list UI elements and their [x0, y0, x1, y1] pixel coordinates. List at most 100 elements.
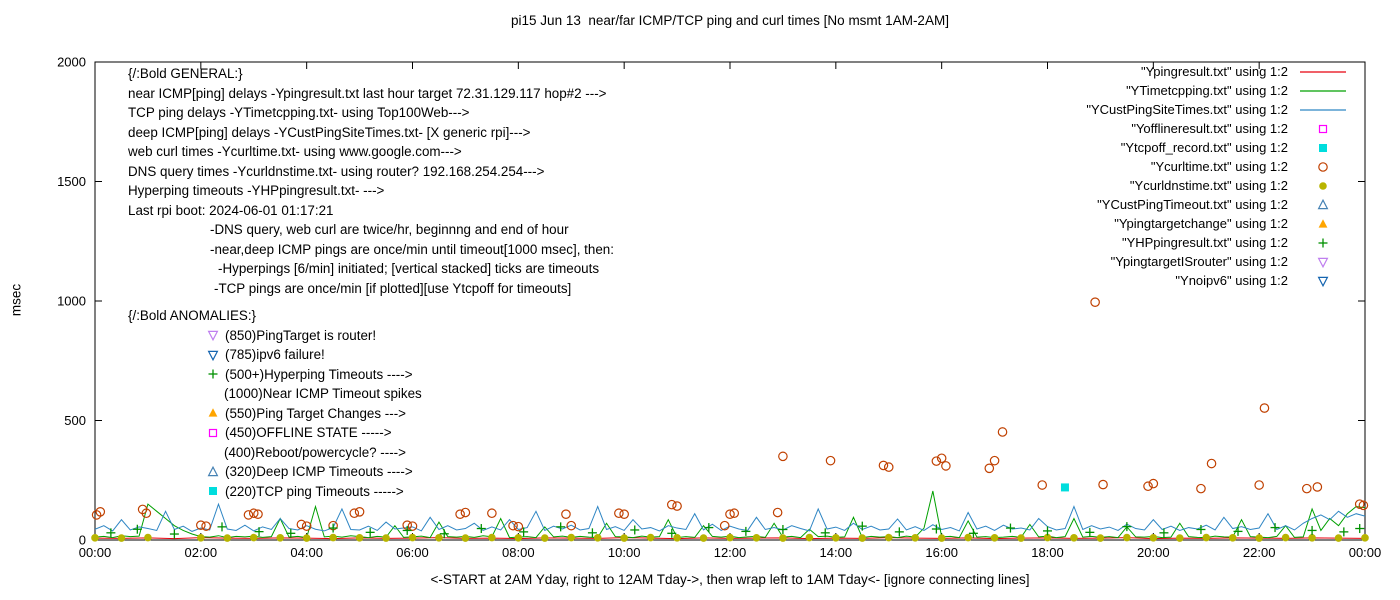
legend-line-sample	[1300, 70, 1346, 73]
annotation-text: {/:Bold ANOMALIES:}	[128, 308, 257, 324]
annotation-line: (850)PingTarget is router!	[128, 326, 422, 346]
y-tick-label: 1000	[57, 294, 86, 309]
legend-item-ycurldnstime: "Ycurldnstime.txt" using 1:2	[1086, 176, 1350, 195]
x-tick-label: 02:00	[185, 545, 218, 560]
annotation-line: {/:Bold ANOMALIES:}	[128, 306, 422, 326]
annotation-line: DNS query times -Ycurldnstime.txt- using…	[128, 162, 614, 182]
annotation-text: -Hyperpings [6/min] initiated; [vertical…	[218, 261, 600, 277]
legend-item-ynoipv6: "Ynoipv6" using 1:2	[1086, 271, 1350, 290]
legend-label: "YpingtargetISrouter" using 1:2	[1110, 254, 1288, 269]
legend-marker-sample	[1317, 198, 1329, 209]
annotation-line: (450)OFFLINE STATE ----->	[128, 423, 422, 443]
annotation-line: near ICMP[ping] delays -Ypingresult.txt …	[128, 84, 614, 104]
series-ycurltime	[91, 297, 1369, 532]
legend-item-ytimetcpping: "YTimetcpping.txt" using 1:2	[1086, 81, 1350, 100]
annotation-text: (785)ipv6 failure!	[225, 347, 325, 363]
legend-item-ypingtargetisrouter: "YpingtargetISrouter" using 1:2	[1086, 252, 1350, 271]
series-ytcpoff_record	[1060, 483, 1069, 492]
x-tick-label: 10:00	[608, 545, 641, 560]
plus-icon	[208, 369, 218, 379]
annotation-line: Last rpi boot: 2024-06-01 01:17:21	[128, 201, 614, 221]
x-tick-label: 14:00	[820, 545, 853, 560]
series-ycurldnstime	[91, 533, 1369, 542]
legend-line-sample	[1300, 89, 1346, 92]
y-tick-label: 500	[64, 413, 86, 428]
legend-label: "Ypingresult.txt" using 1:2	[1140, 64, 1288, 79]
annotation-text: deep ICMP[ping] delays -YCustPingSiteTim…	[128, 124, 531, 140]
annotation-line: (785)ipv6 failure!	[128, 345, 422, 365]
legend-marker-sample	[1317, 276, 1329, 287]
legend-item-ycustpingsitetimes: "YCustPingSiteTimes.txt" using 1:2	[1086, 100, 1350, 119]
annotation-text: (320)Deep ICMP Timeouts ---->	[225, 464, 413, 480]
annotation-line: (320)Deep ICMP Timeouts ---->	[128, 462, 422, 482]
annotation-text: DNS query times -Ycurldnstime.txt- using…	[128, 163, 545, 179]
x-tick-label: 16:00	[925, 545, 958, 560]
annotation-line: {/:Bold GENERAL:}	[128, 64, 614, 84]
annotation-text: (1000)Near ICMP Timeout spikes	[224, 386, 422, 402]
legend-marker-sample	[1318, 124, 1328, 133]
legend-label: "Ycurltime.txt" using 1:2	[1150, 159, 1288, 174]
legend-marker-sample	[1318, 161, 1328, 172]
x-tick-label: 18:00	[1031, 545, 1064, 560]
legend-item-ypingresult: "Ypingresult.txt" using 1:2	[1086, 62, 1350, 81]
annotation-line: deep ICMP[ping] delays -YCustPingSiteTim…	[128, 123, 614, 143]
annotation-line: (1000)Near ICMP Timeout spikes	[128, 384, 422, 404]
annotation-line: -DNS query, web curl are twice/hr, begin…	[128, 220, 614, 240]
legend-marker-sample	[1318, 238, 1328, 247]
legend-label: "YTimetcpping.txt" using 1:2	[1126, 83, 1288, 98]
annotation-text: (850)PingTarget is router!	[225, 327, 377, 343]
x-tick-label: 04:00	[290, 545, 323, 560]
annotation-text: -DNS query, web curl are twice/hr, begin…	[210, 222, 569, 238]
legend-label: "YCustPingTimeout.txt" using 1:2	[1097, 197, 1288, 212]
series-yhppingresult	[106, 521, 1365, 539]
annotation-text: (450)OFFLINE STATE ----->	[225, 425, 392, 441]
legend-item-ycustpingtimeout: "YCustPingTimeout.txt" using 1:2	[1086, 195, 1350, 214]
anomalies-annotations: {/:Bold ANOMALIES:} (850)PingTarget is ro…	[128, 306, 422, 501]
annotation-text: Hyperping timeouts -YHPpingresult.txt- -…	[128, 183, 385, 199]
legend: "Ypingresult.txt" using 1:2 "YTimetcpping…	[1086, 62, 1350, 290]
triangle-filled-icon	[208, 408, 218, 417]
annotation-line: -near,deep ICMP pings are once/min until…	[128, 240, 614, 260]
legend-label: "Yofflineresult.txt" using 1:2	[1131, 121, 1288, 136]
legend-item-ycurltime: "Ycurltime.txt" using 1:2	[1086, 157, 1350, 176]
annotation-text: {/:Bold GENERAL:}	[128, 66, 243, 82]
x-tick-label: 22:00	[1243, 545, 1276, 560]
legend-line-sample	[1300, 108, 1346, 111]
square-filled-icon	[209, 487, 217, 496]
annotation-line: (500+)Hyperping Timeouts ---->	[128, 365, 422, 385]
annotation-line: (220)TCP ping Timeouts ----->	[128, 482, 422, 502]
triangle-down-open-icon	[207, 331, 219, 342]
x-tick-label: 00:00	[1349, 545, 1382, 560]
series-ycustpingsitetimes	[94, 502, 1366, 532]
annotation-text: (220)TCP ping Timeouts ----->	[225, 483, 404, 499]
legend-marker-sample	[1319, 181, 1327, 190]
y-tick-label: 0	[79, 533, 86, 548]
annotation-line: TCP ping delays -YTimetcpping.txt- using…	[128, 103, 614, 123]
x-tick-label: 20:00	[1137, 545, 1170, 560]
legend-label: "Ytcpoff_record.txt" using 1:2	[1120, 140, 1288, 155]
legend-label: "Ynoipv6" using 1:2	[1175, 273, 1288, 288]
triangle-down-open-icon	[207, 350, 219, 361]
annotation-text: TCP ping delays -YTimetcpping.txt- using…	[128, 105, 470, 121]
annotation-text: -TCP pings are once/min [if plotted][use…	[214, 280, 572, 296]
annotation-line: -Hyperpings [6/min] initiated; [vertical…	[128, 259, 614, 279]
annotation-text: near ICMP[ping] delays -Ypingresult.txt …	[128, 85, 607, 101]
legend-label: "Ypingtargetchange" using 1:2	[1114, 216, 1288, 231]
annotation-line: web curl times -Ycurltime.txt- using www…	[128, 142, 614, 162]
legend-item-ytcpoff_record: "Ytcpoff_record.txt" using 1:2	[1086, 138, 1350, 157]
legend-label: "YCustPingSiteTimes.txt" using 1:2	[1086, 102, 1288, 117]
legend-label: "Ycurldnstime.txt" using 1:2	[1129, 178, 1288, 193]
legend-marker-sample	[1318, 218, 1328, 228]
legend-item-yhppingresult: "YHPpingresult.txt" using 1:2	[1086, 233, 1350, 252]
legend-marker-sample	[1319, 143, 1327, 152]
annotation-text: (550)Ping Target Changes --->	[225, 405, 406, 421]
legend-item-yofflineresult: "Yofflineresult.txt" using 1:2	[1086, 119, 1350, 138]
x-tick-label: 08:00	[502, 545, 535, 560]
annotation-line: -TCP pings are once/min [if plotted][use…	[128, 279, 614, 299]
chart-title: pi15 Jun 13 near/far ICMP/TCP ping and c…	[511, 13, 949, 28]
annotation-line: (400)Reboot/powercycle? ---->	[128, 443, 422, 463]
y-tick-label: 1500	[57, 174, 86, 189]
annotation-text: (500+)Hyperping Timeouts ---->	[225, 366, 413, 382]
x-axis-label: <-START at 2AM Yday, right to 12AM Tday-…	[430, 572, 1030, 587]
